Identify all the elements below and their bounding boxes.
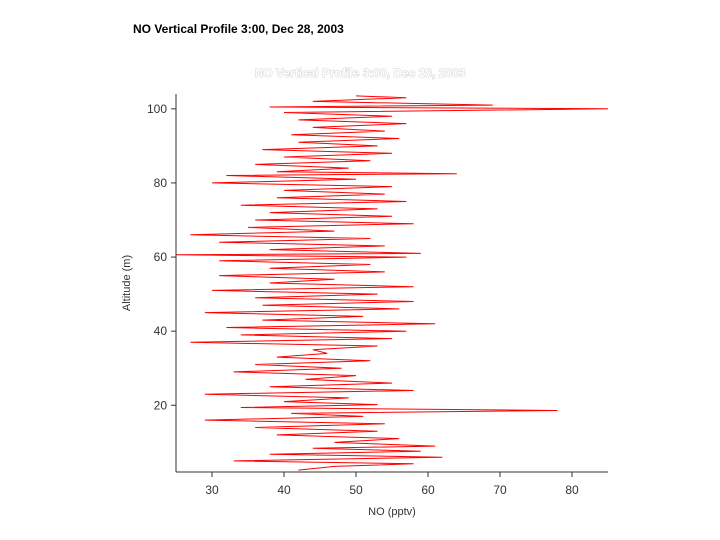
- chart-title: NO Vertical Profile 3:00, Dec 28, 2003: [255, 66, 466, 80]
- y-tick-label: 80: [154, 176, 168, 190]
- x-tick-label: 60: [421, 483, 435, 497]
- y-tick-label: 60: [154, 250, 168, 264]
- x-tick-label: 70: [493, 483, 507, 497]
- ticks-group: 30 40 50 60 70 80 20 40 60 80 100: [147, 102, 579, 497]
- x-tick-label: 30: [205, 483, 219, 497]
- x-tick-label: 40: [277, 483, 291, 497]
- series-line: [175, 95, 609, 471]
- x-tick-label: 50: [349, 483, 363, 497]
- series-group: [175, 95, 609, 471]
- y-axis-label: Altitude (m): [121, 255, 133, 311]
- x-tick-label: 80: [565, 483, 579, 497]
- y-tick-label: 20: [154, 398, 168, 412]
- y-tick-label: 40: [154, 324, 168, 338]
- x-axis-label: NO (pptv): [368, 506, 416, 518]
- y-tick-label: 100: [147, 102, 167, 116]
- axes-group: [175, 94, 608, 473]
- slide-title: NO Vertical Profile 3:00, Dec 28, 2003: [133, 22, 344, 36]
